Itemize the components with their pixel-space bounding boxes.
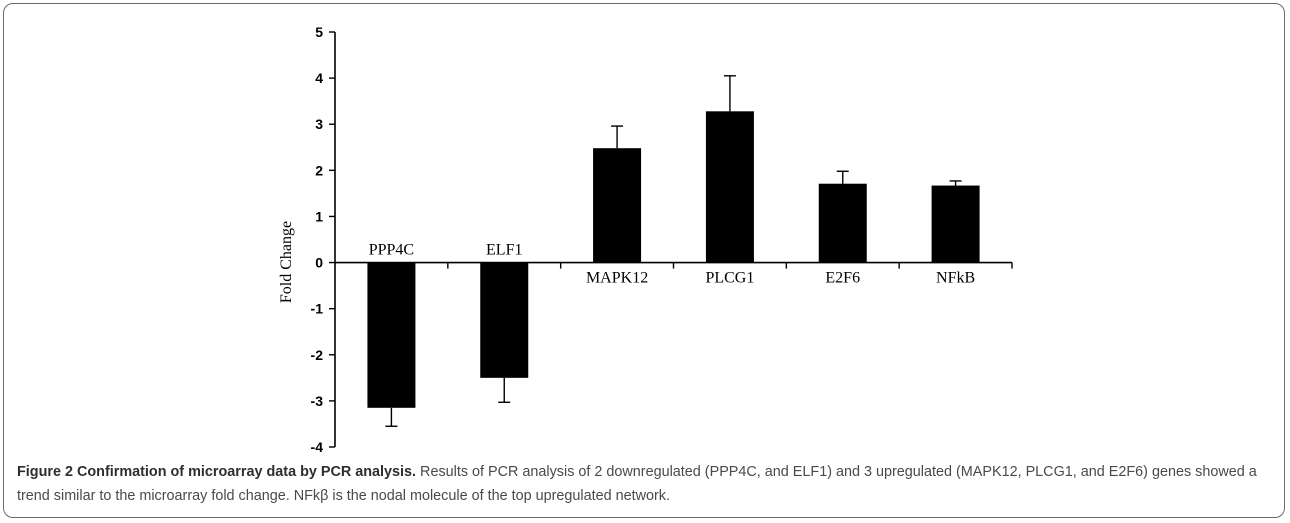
figure-frame [3,3,1285,518]
caption-text: Results of PCR analysis of 2 downregulat… [17,464,1257,504]
y-tick-label: 3 [315,116,323,132]
y-tick-label: -2 [311,347,324,363]
category-label: ELF1 [486,242,522,259]
bar-e2f6 [818,183,867,263]
chart-bars [367,75,980,427]
category-label: E2F6 [825,270,860,287]
y-tick-label: 5 [315,24,323,40]
y-tick-label: -1 [311,301,324,317]
y-tick-label: 2 [315,162,323,178]
category-label: NFkB [936,270,975,287]
bar-elf1 [480,262,529,378]
y-tick-label: 1 [315,208,323,224]
caption-title: Figure 2 Confirmation of microarray data… [17,464,417,480]
category-label: PPP4C [369,242,414,259]
chart-axes: 5 4 3 2 1 0 -1 -2 -3 -4 [311,24,1013,455]
bar-mapk12 [593,148,642,263]
bar-plcg1 [705,111,754,263]
y-tick-label: -3 [311,393,324,409]
bar-ppp4c [367,262,416,408]
figure-caption: Figure 2 Confirmation of microarray data… [17,460,1279,508]
y-axis-label: Fold Change [278,221,295,303]
y-tick-label: 0 [315,255,323,271]
category-label: MAPK12 [586,270,648,287]
bar-nfkb [931,185,980,263]
y-tick-label: 4 [315,70,323,86]
category-label: PLCG1 [705,270,754,287]
chart-labels: PPP4C ELF1 MAPK12 PLCG1 E2F6 NFkB [369,242,975,287]
bar-chart: 5 4 3 2 1 0 -1 -2 -3 -4 PPP4C ELF1 MAPK12 PLCG1 E2F6 N… [278,24,1013,455]
y-tick-label: -4 [311,439,324,455]
